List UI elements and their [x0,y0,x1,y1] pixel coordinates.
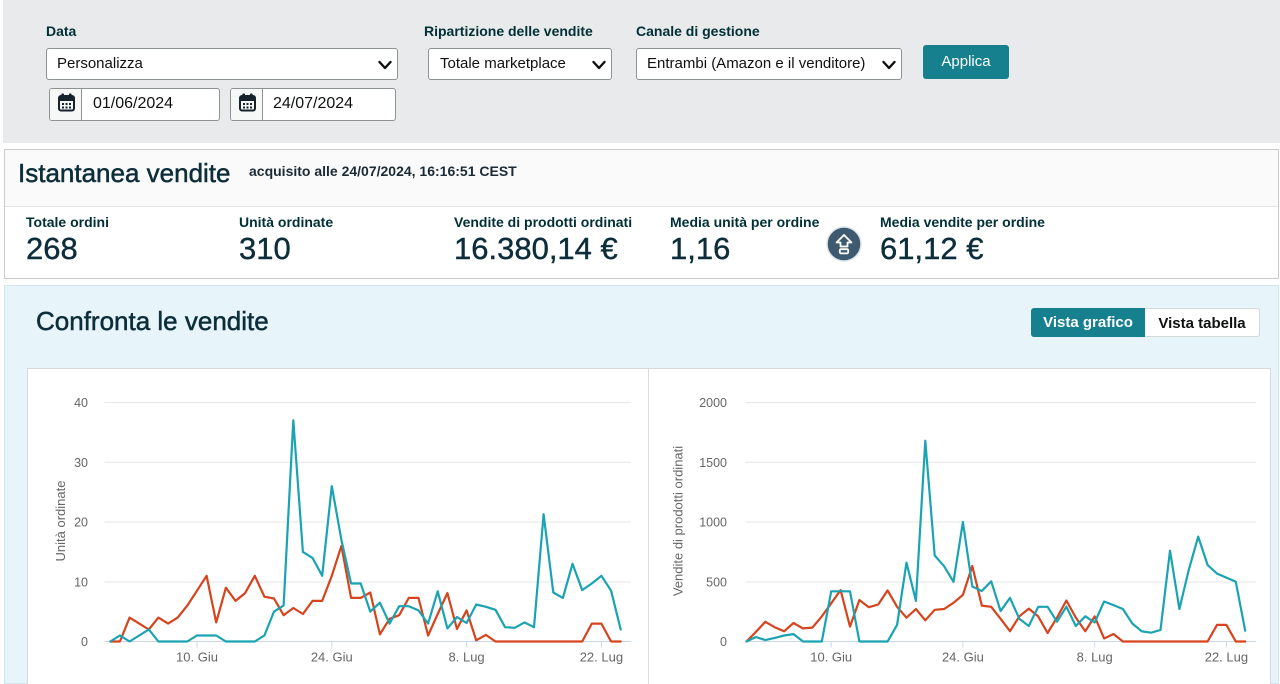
svg-text:Unità ordinate: Unità ordinate [53,481,68,562]
svg-text:Vendite di prodotti ordinati: Vendite di prodotti ordinati [671,446,686,596]
svg-text:30: 30 [74,456,88,470]
svg-text:1000: 1000 [699,516,727,530]
svg-text:20: 20 [74,516,88,530]
svg-text:22. Lug: 22. Lug [580,650,623,665]
svg-text:0: 0 [720,635,727,649]
svg-text:1500: 1500 [699,456,727,470]
svg-text:10. Giu: 10. Giu [176,650,218,665]
svg-text:24. Giu: 24. Giu [311,650,353,665]
svg-text:2000: 2000 [699,396,727,410]
svg-text:500: 500 [706,576,727,590]
svg-text:8. Lug: 8. Lug [1077,650,1113,665]
svg-text:22. Lug: 22. Lug [1205,650,1248,665]
svg-text:24. Giu: 24. Giu [942,650,984,665]
svg-text:10: 10 [74,576,88,590]
svg-text:8. Lug: 8. Lug [449,650,485,665]
svg-text:10. Giu: 10. Giu [810,650,852,665]
svg-text:0: 0 [81,635,88,649]
svg-text:40: 40 [74,396,88,410]
